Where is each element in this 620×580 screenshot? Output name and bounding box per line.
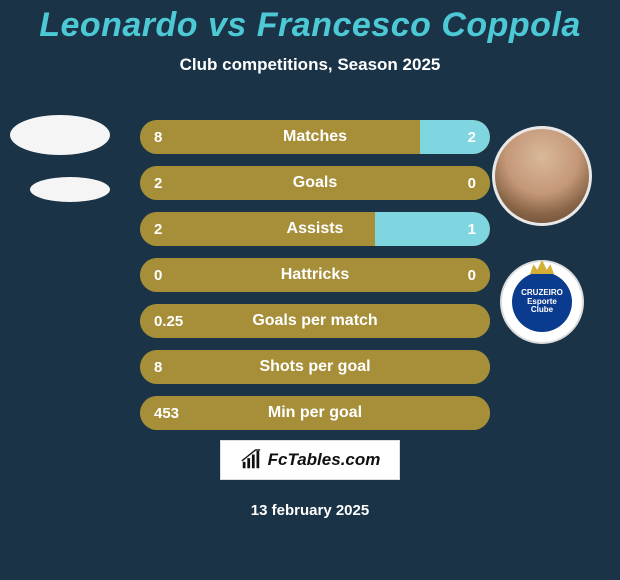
content-root: Leonardo vs Francesco Coppola Club compe…	[0, 0, 620, 580]
stat-row: 8Shots per goal	[140, 350, 490, 384]
stat-row: 453Min per goal	[140, 396, 490, 430]
stat-rows: 82Matches 20Goals 21Assists 00Hattricks 0.25…	[140, 120, 490, 442]
stat-row: 20Goals	[140, 166, 490, 200]
page-title: Leonardo vs Francesco Coppola	[0, 0, 620, 45]
brand-box[interactable]: FcTables.com	[220, 440, 400, 480]
stat-label: Min per goal	[140, 404, 490, 422]
stat-label: Shots per goal	[140, 358, 490, 376]
date-text: 13 february 2025	[0, 502, 620, 519]
crown-icon	[530, 260, 554, 274]
stat-label: Matches	[140, 128, 490, 146]
player1-club-placeholder	[30, 177, 110, 202]
stat-label: Goals per match	[140, 312, 490, 330]
page-subtitle: Club competitions, Season 2025	[0, 55, 620, 75]
stat-row: 21Assists	[140, 212, 490, 246]
club-line-3: Clube	[531, 306, 553, 315]
stat-label: Assists	[140, 220, 490, 238]
club-badge-inner: CRUZEIRO Esporte Clube	[512, 272, 572, 332]
stat-label: Hattricks	[140, 266, 490, 284]
brand-text: FcTables.com	[268, 450, 381, 470]
stat-row: 0.25Goals per match	[140, 304, 490, 338]
chart-icon	[240, 449, 262, 471]
stat-label: Goals	[140, 174, 490, 192]
stat-row: 00Hattricks	[140, 258, 490, 292]
player2-avatar	[492, 126, 592, 226]
stat-row: 82Matches	[140, 120, 490, 154]
player1-avatar-placeholder	[10, 115, 110, 155]
player2-club-badge: CRUZEIRO Esporte Clube	[500, 260, 584, 344]
